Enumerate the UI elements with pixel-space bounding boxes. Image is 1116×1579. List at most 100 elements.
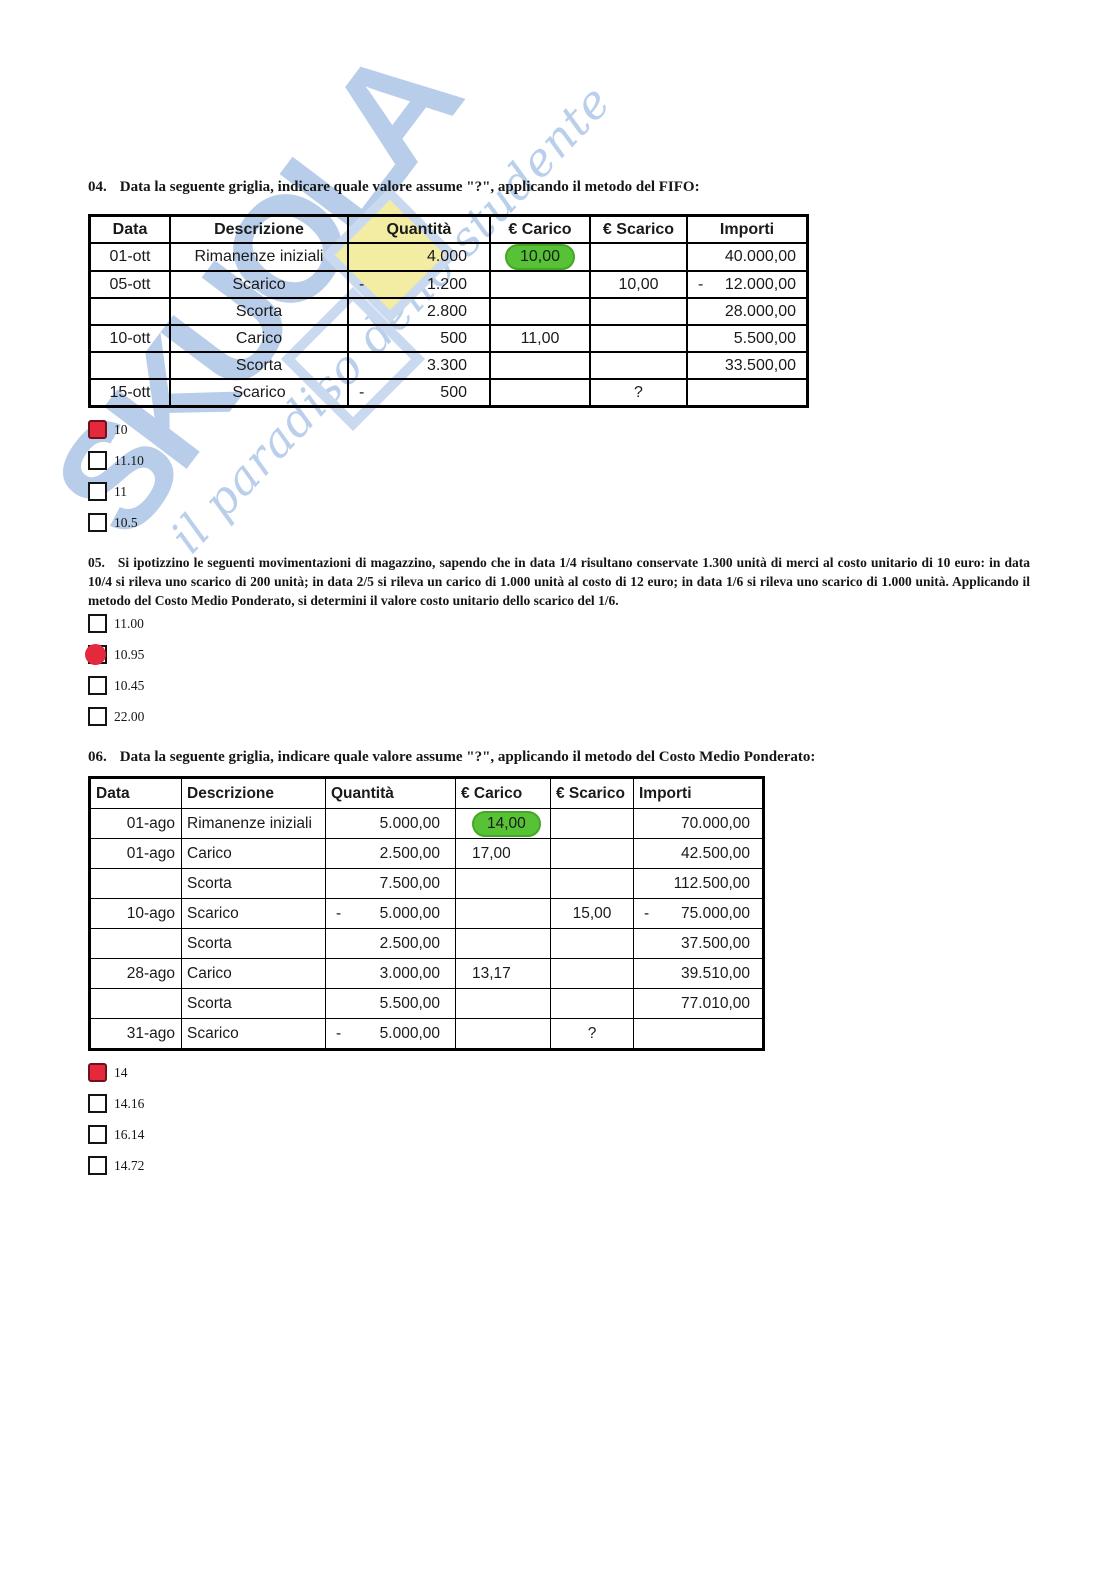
cell-quantita: 2.500,00 xyxy=(325,838,456,869)
cell-importi: - 75.000,00 xyxy=(633,898,764,929)
cell-data: 05-ott xyxy=(88,270,171,299)
answer-option: 14.72 xyxy=(88,1156,1030,1175)
answer-label: 10.5 xyxy=(114,515,138,530)
cell-carico xyxy=(489,351,591,380)
cell-descrizione: Rimanenze iniziali xyxy=(169,242,349,272)
answer-option: 11 xyxy=(88,482,1030,501)
column-header-descrizione: Descrizione xyxy=(169,214,349,244)
answer-checkbox[interactable] xyxy=(88,614,107,633)
cell-importi: 112.500,00 xyxy=(633,868,764,899)
answer-checkbox[interactable] xyxy=(85,644,107,665)
cell-descrizione: Scarico xyxy=(181,1018,326,1050)
cell-descrizione: Scorta xyxy=(169,297,349,326)
answer-option-selected: 14 xyxy=(88,1063,1030,1082)
cell-carico xyxy=(455,868,551,899)
answer-checkbox[interactable] xyxy=(88,1063,107,1082)
table-row: 31-ago Scarico - 5.000,00? xyxy=(89,1018,764,1050)
question-05-options: 11.00 10.95 10.45 22.00 xyxy=(85,614,1030,726)
question-text: Si ipotizzino le seguenti movimentazioni… xyxy=(88,555,1030,608)
cell-descrizione: Carico xyxy=(181,958,326,989)
cell-quantita: - 500 xyxy=(347,378,491,408)
cell-carico xyxy=(455,988,551,1019)
cell-scarico xyxy=(550,988,634,1019)
answer-label: 14 xyxy=(114,1065,128,1080)
answer-checkbox[interactable] xyxy=(88,1094,107,1113)
answer-checkbox[interactable] xyxy=(88,513,107,532)
cell-scarico xyxy=(589,297,688,326)
cell-importi xyxy=(686,378,809,408)
cell-quantita: - 5.000,00 xyxy=(325,1018,456,1050)
cell-scarico: 10,00 xyxy=(589,270,688,299)
cell-data: 10-ago xyxy=(89,898,182,929)
answer-checkbox[interactable] xyxy=(88,1125,107,1144)
question-number: 05. xyxy=(88,555,105,570)
column-header-scarico: € Scarico xyxy=(589,214,688,244)
table-row: Scorta 2.500,00 37.500,00 xyxy=(89,928,764,959)
cell-data xyxy=(89,928,182,959)
cell-carico xyxy=(455,928,551,959)
answer-option: 11.00 xyxy=(88,614,1030,633)
minus-sign: - xyxy=(698,275,704,293)
cell-scarico: ? xyxy=(550,1018,634,1050)
answer-option: 11.10 xyxy=(88,451,1030,470)
question-05: 05. Si ipotizzino le seguenti movimentazi… xyxy=(85,553,1030,726)
minus-sign: - xyxy=(336,1024,342,1042)
cell-descrizione: Scorta xyxy=(169,351,349,380)
answer-label: 16.14 xyxy=(114,1127,145,1142)
question-number: 04. xyxy=(88,179,107,195)
cell-importi: 39.510,00 xyxy=(633,958,764,989)
answer-checkbox[interactable] xyxy=(88,420,107,439)
highlighted-value: 10,00 xyxy=(504,244,576,270)
cell-importi: 37.500,00 xyxy=(633,928,764,959)
cell-value: 500 xyxy=(440,383,467,401)
cell-quantita: 5.500,00 xyxy=(325,988,456,1019)
answer-option: 10.5 xyxy=(88,513,1030,532)
cell-value: 12.000,00 xyxy=(724,275,796,293)
cell-importi: 40.000,00 xyxy=(686,242,809,272)
answer-option: 14.16 xyxy=(88,1094,1030,1113)
answer-label: 11 xyxy=(114,484,127,499)
cell-carico xyxy=(455,1018,551,1050)
cell-importi: 70.000,00 xyxy=(633,808,764,839)
answer-label: 10.45 xyxy=(114,678,145,693)
cmp-table: Data Descrizione Quantità € Carico € Scarico… xyxy=(88,776,765,1051)
answer-checkbox[interactable] xyxy=(88,1156,107,1175)
cell-importi xyxy=(633,1018,764,1050)
cell-importi: - 12.000,00 xyxy=(686,270,809,299)
cell-scarico: 15,00 xyxy=(550,898,634,929)
cell-data xyxy=(89,868,182,899)
cell-descrizione: Scorta xyxy=(181,928,326,959)
cell-carico: 14,00 xyxy=(455,808,551,839)
answer-checkbox[interactable] xyxy=(88,676,107,695)
cell-data: 10-ott xyxy=(88,324,171,353)
cell-scarico xyxy=(550,838,634,869)
question-text: Data la seguente griglia, indicare quale… xyxy=(119,749,816,765)
cell-quantita: 5.000,00 xyxy=(325,808,456,839)
cell-quantita: - 1.200 xyxy=(347,270,491,299)
cell-carico xyxy=(455,898,551,929)
question-text: Data la seguente griglia, indicare quale… xyxy=(119,179,700,195)
cell-quantita: - 5.000,00 xyxy=(325,898,456,929)
answer-option: 10.45 xyxy=(88,676,1030,695)
minus-sign: - xyxy=(359,275,365,293)
cell-value: 5.000,00 xyxy=(379,1024,440,1042)
answer-checkbox[interactable] xyxy=(88,451,107,470)
cell-descrizione: Scarico xyxy=(181,898,326,929)
table-row: Scorta 2.800 28.000,00 xyxy=(88,297,809,326)
answer-checkbox[interactable] xyxy=(88,482,107,501)
header-row: Data Descrizione Quantità € Carico € Scarico… xyxy=(89,777,764,809)
answer-label: 10.95 xyxy=(114,647,145,662)
cell-data: 31-ago xyxy=(89,1018,182,1050)
question-04-heading: 04. Data la seguente griglia, indicare qu… xyxy=(88,178,1030,197)
column-header-data: Data xyxy=(88,214,171,244)
cell-importi: 33.500,00 xyxy=(686,351,809,380)
cell-descrizione: Scarico xyxy=(169,270,349,299)
table-row: 01-ago Rimanenze iniziali 5.000,00 14,00 70.… xyxy=(89,808,764,839)
answer-checkbox[interactable] xyxy=(88,707,107,726)
answer-option: 16.14 xyxy=(88,1125,1030,1144)
question-06-heading: 06. Data la seguente griglia, indicare qu… xyxy=(88,748,1030,767)
cell-scarico xyxy=(550,928,634,959)
cell-scarico xyxy=(589,242,688,272)
table-row: 10-ott Carico 500 11,00 5.500,00 xyxy=(88,324,809,353)
